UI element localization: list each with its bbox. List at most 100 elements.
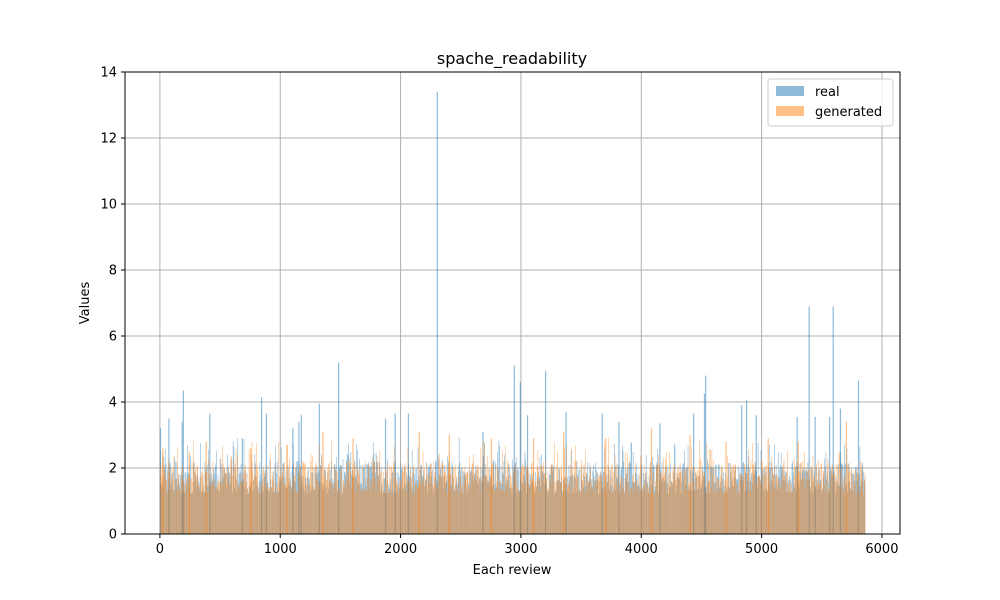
bar-generated — [399, 488, 401, 534]
bar-generated — [526, 464, 528, 534]
bar-generated — [640, 455, 641, 534]
bar-generated — [837, 487, 839, 534]
bar-generated — [331, 481, 333, 534]
bar-generated — [513, 470, 515, 534]
bar-generated — [699, 440, 700, 534]
bar-generated — [458, 493, 460, 534]
bar-generated — [333, 487, 334, 534]
bar-generated — [416, 486, 418, 534]
bar-generated — [202, 467, 204, 534]
bar-generated — [374, 462, 375, 534]
bar-generated — [829, 479, 831, 534]
bar-generated — [245, 482, 247, 534]
bar-generated — [663, 457, 664, 534]
bar-generated — [683, 480, 685, 534]
bar-generated — [224, 469, 225, 534]
bar-generated — [325, 470, 326, 534]
bar-generated — [582, 480, 583, 534]
bar-generated — [237, 485, 239, 534]
bar-generated — [693, 480, 695, 534]
bar-generated — [421, 475, 422, 534]
bar-peak-real — [808, 306, 810, 534]
bar-generated — [626, 473, 627, 534]
bar-generated — [406, 478, 408, 534]
bar-generated — [681, 472, 682, 534]
bar-generated — [782, 476, 783, 534]
bar-generated — [284, 462, 285, 534]
bar-generated — [743, 480, 744, 534]
bar-generated — [351, 470, 353, 534]
bar-generated — [172, 479, 173, 534]
bar-generated — [571, 447, 573, 534]
bar-generated — [385, 470, 387, 534]
bar-generated — [644, 483, 646, 534]
bar-generated — [620, 477, 622, 534]
bar-generated — [516, 470, 518, 534]
bar-generated — [757, 476, 758, 534]
bar-generated — [783, 463, 784, 534]
bar-generated — [511, 484, 513, 534]
bar-generated — [767, 490, 768, 534]
bar-generated — [256, 464, 258, 534]
bar-generated — [652, 479, 653, 534]
bar-generated — [319, 483, 321, 534]
bar-generated — [378, 462, 380, 534]
bar-generated — [804, 489, 806, 534]
bar-generated — [160, 462, 162, 534]
bar-generated — [339, 493, 341, 534]
bar-generated — [827, 458, 828, 534]
bar-generated — [850, 470, 852, 534]
bar-generated — [572, 474, 574, 534]
bar-generated — [450, 466, 451, 534]
bar-generated — [695, 469, 697, 534]
bar-generated — [812, 455, 814, 534]
bar-generated — [440, 462, 442, 534]
bar-generated — [404, 469, 406, 534]
bar-generated — [441, 477, 443, 534]
bar-generated — [758, 476, 760, 534]
bar-generated — [362, 488, 364, 534]
bar-generated — [447, 464, 449, 534]
bar-generated — [733, 463, 734, 534]
bar-generated — [342, 479, 344, 534]
bar-generated — [240, 479, 241, 534]
bar-generated — [549, 479, 550, 534]
bar-generated — [533, 485, 535, 534]
bar-peak-real — [857, 380, 860, 534]
bar-generated — [178, 483, 180, 534]
bar-generated — [231, 455, 233, 534]
bar-generated — [788, 485, 790, 534]
bar-generated — [273, 493, 275, 534]
bar-generated — [484, 476, 486, 534]
bar-generated — [705, 492, 707, 534]
bar-generated — [499, 481, 500, 534]
bar-generated — [435, 477, 437, 534]
bar-generated — [243, 464, 245, 534]
bar-generated — [195, 468, 196, 534]
bar-generated — [214, 486, 216, 534]
bar-generated — [627, 483, 629, 534]
bar-generated — [699, 458, 701, 534]
bar-generated — [780, 481, 782, 534]
bar-generated — [469, 472, 471, 534]
bar-generated — [440, 475, 441, 534]
bar-generated — [326, 479, 328, 534]
bar-generated — [661, 472, 663, 534]
bar-generated — [310, 453, 312, 534]
bar-generated — [445, 465, 447, 534]
bar-generated — [738, 491, 739, 534]
bar-generated — [821, 463, 822, 534]
bar-generated — [379, 450, 381, 534]
bar-generated — [708, 480, 710, 534]
bar-generated — [285, 485, 287, 534]
bar-generated — [357, 466, 358, 534]
bar-generated — [859, 491, 861, 534]
bar-generated — [679, 462, 681, 534]
bar-generated — [759, 483, 761, 534]
bar-generated — [796, 461, 797, 534]
bar-generated — [816, 482, 818, 534]
bar-generated — [216, 486, 217, 534]
bar-generated — [684, 470, 685, 534]
bar-generated — [447, 493, 448, 534]
bar-generated — [595, 479, 596, 534]
